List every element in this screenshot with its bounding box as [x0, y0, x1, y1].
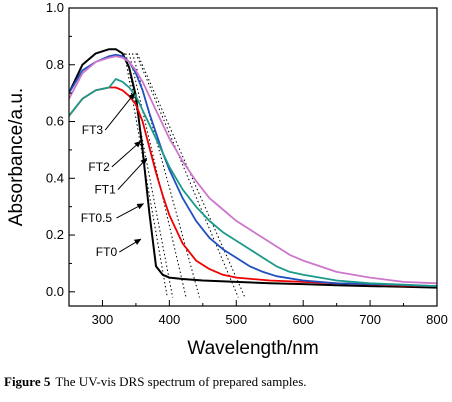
series-line-ft2 [69, 78, 437, 288]
figure-caption-label: Figure 5 [4, 374, 51, 389]
series-group [69, 48, 437, 289]
series-line-ft1 [69, 53, 437, 288]
y-axis: 0.0 0.2 0.4 0.6 0.8 1.0 [46, 0, 75, 299]
tangent-line-1 [125, 53, 174, 298]
annotation-label-ft3: FT3 [82, 123, 104, 137]
figure-caption: Figure 5 The UV-vis DRS spectrum of prepa… [0, 374, 452, 390]
y-axis-title: Absorbance/a.u. [6, 88, 27, 226]
tangent-line-5 [136, 53, 246, 298]
tangent-line-4 [135, 53, 239, 298]
annotation-label-ft0-5: FT0.5 [81, 211, 113, 225]
x-tick-label: 400 [159, 312, 181, 327]
y-tick-label: 0.8 [46, 57, 64, 72]
y-tick-label: 0.2 [46, 227, 64, 242]
series-line-ft0-5 [69, 86, 437, 288]
annotation-label-ft1: FT1 [94, 183, 116, 197]
annotation-arrow [117, 157, 148, 190]
annotation-arrow [111, 140, 142, 168]
annotation-label-ft2: FT2 [88, 160, 110, 174]
series-line-ft0 [69, 48, 437, 289]
x-tick-label: 300 [92, 312, 114, 327]
x-axis-title: Wavelength/nm [187, 338, 318, 359]
figure-caption-text: The UV-vis DRS spectrum of prepared samp… [55, 374, 307, 389]
annotation-arrow [116, 203, 145, 219]
x-tick-label: 800 [426, 312, 448, 327]
annotation-label-ft0: FT0 [96, 245, 118, 259]
y-tick-label: 0.0 [46, 284, 64, 299]
x-tick-label: 700 [359, 312, 381, 327]
x-tick-label: 600 [292, 312, 314, 327]
plot-frame [68, 7, 438, 307]
annotation-arrow [119, 238, 142, 253]
annotations: FT3 FT2 FT1 FT0.5 FT0 [81, 92, 148, 259]
y-tick-label: 1.0 [46, 0, 64, 15]
y-tick-label: 0.6 [46, 114, 64, 129]
series-line-ft3 [69, 55, 437, 285]
x-tick-label: 500 [225, 312, 247, 327]
uv-vis-chart: 300 400 500 600 700 800 0.0 0.2 0.4 0.6 0.8 1.0 FT… [6, 0, 448, 359]
x-axis: 300 400 500 600 700 800 [68, 300, 448, 327]
annotation-arrow [104, 92, 136, 131]
y-tick-label: 0.4 [46, 170, 64, 185]
